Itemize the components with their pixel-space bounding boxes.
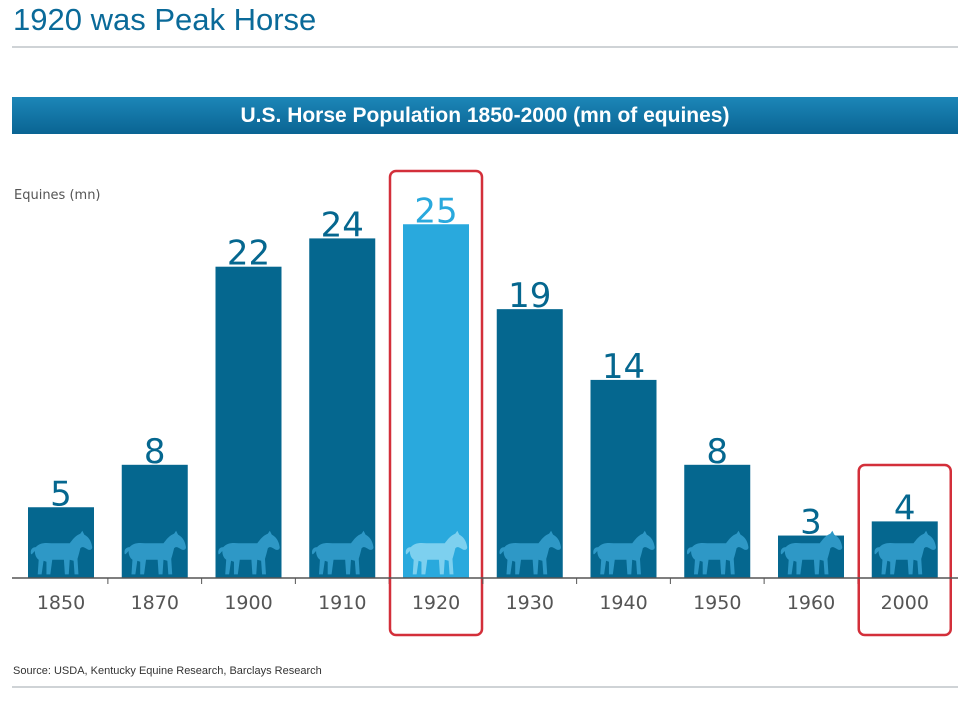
data-label: 25 bbox=[414, 191, 457, 231]
x-tick-label: 1910 bbox=[318, 592, 366, 614]
x-tick-label: 1950 bbox=[693, 592, 741, 614]
x-tick-label: 1940 bbox=[599, 592, 647, 614]
bar bbox=[215, 266, 282, 578]
x-tick-label: 1960 bbox=[787, 592, 835, 614]
bar bbox=[309, 238, 376, 578]
x-tick-label: 1920 bbox=[412, 592, 460, 614]
bar bbox=[121, 464, 188, 578]
page-title: 1920 was Peak Horse bbox=[13, 2, 317, 37]
data-label: 3 bbox=[800, 503, 822, 543]
bar bbox=[403, 224, 469, 578]
data-label: 5 bbox=[50, 474, 72, 514]
x-tick-label: 1930 bbox=[506, 592, 554, 614]
x-tick-label: 1870 bbox=[131, 592, 179, 614]
data-label: 24 bbox=[321, 205, 364, 245]
bar bbox=[684, 464, 751, 578]
data-label: 19 bbox=[508, 276, 551, 316]
y-axis-label: Equines (mn) bbox=[14, 188, 101, 203]
data-label: 8 bbox=[706, 432, 728, 472]
data-label: 4 bbox=[894, 488, 916, 528]
x-tick-label: 1850 bbox=[37, 592, 85, 614]
x-tick-label: 1900 bbox=[224, 592, 272, 614]
source-note: Source: USDA, Kentucky Equine Research, … bbox=[13, 665, 322, 677]
footer-divider bbox=[12, 686, 958, 688]
highlight-box bbox=[857, 463, 952, 637]
data-label: 14 bbox=[602, 347, 645, 387]
highlight-box bbox=[388, 169, 484, 637]
data-label: 8 bbox=[144, 432, 166, 472]
chart-title: U.S. Horse Population 1850-2000 (mn of e… bbox=[12, 97, 958, 134]
data-label: 22 bbox=[227, 234, 270, 274]
x-tick-label: 2000 bbox=[881, 592, 929, 614]
title-divider bbox=[12, 46, 958, 48]
